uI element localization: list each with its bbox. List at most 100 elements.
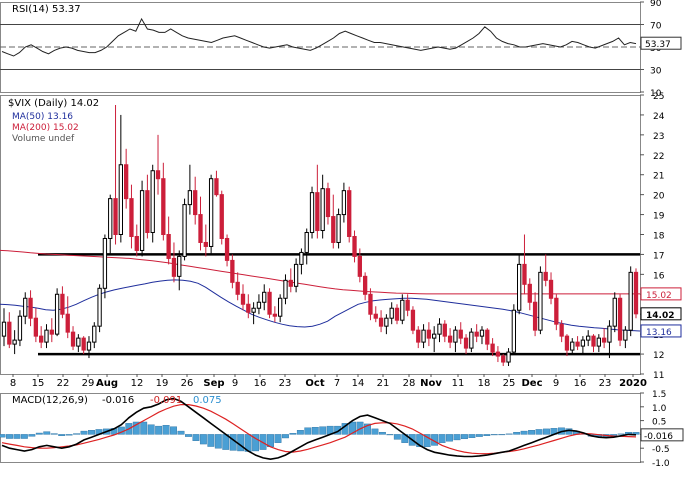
macd-histogram-bar (20, 434, 28, 439)
rsi-tick-label: 10 (650, 89, 662, 99)
candle-body (267, 291, 272, 315)
price-panel: 11121314151617181920212223242515.0214.02… (0, 92, 682, 381)
macd-histogram-bar (334, 425, 342, 435)
x-tick-label: 21 (377, 378, 390, 389)
candle-body (262, 291, 267, 303)
candle-body (623, 329, 628, 341)
candle-body (612, 297, 617, 327)
macd-histogram-bar (617, 433, 625, 435)
x-tick-label: 22 (57, 378, 70, 389)
candle-body (304, 232, 309, 253)
macd-histogram-bar (543, 428, 550, 435)
macd-histogram-bar (199, 434, 207, 445)
candle-body (246, 303, 251, 313)
price-legend-volume: Volume undef (12, 134, 75, 144)
candle-body (145, 190, 150, 234)
candle-body (198, 214, 203, 243)
candle-body (522, 263, 527, 285)
candle-body (7, 321, 12, 345)
macd-histogram-bar (513, 431, 521, 435)
macd-panel: -1.0-0.50.00.51.01.5-0.016 (0, 390, 684, 469)
macd-histogram-bar (364, 423, 371, 435)
price-tick-label: 16 (653, 271, 665, 281)
candle-body (230, 259, 235, 283)
candle-body (166, 234, 171, 259)
macd-histogram-bar (520, 430, 528, 435)
macd-histogram-bar (371, 428, 379, 435)
x-tick-label: 2020 (619, 378, 647, 389)
x-tick-label: Oct (305, 378, 324, 389)
candle-body (389, 307, 394, 319)
macd-histogram-bar (416, 434, 424, 448)
candle-body (469, 331, 474, 349)
price-tick-label: 25 (653, 92, 664, 102)
x-tick-label: 15 (32, 378, 45, 389)
candle-body (139, 190, 145, 251)
macd-histogram-bar (490, 434, 498, 436)
candle-body (33, 317, 39, 337)
macd-histogram-bar (438, 434, 446, 443)
candle-body (299, 251, 304, 265)
x-tick-label: Dec (521, 378, 542, 389)
price-tick-label: 12 (653, 351, 664, 361)
candle-body (315, 192, 320, 232)
x-tick-label: 29 (82, 378, 95, 389)
x-tick-label: 11 (452, 378, 465, 389)
candle-body (76, 337, 81, 347)
macd-histogram-bar (498, 434, 506, 436)
candle-body (400, 299, 405, 321)
price-tick-label: 19 (653, 212, 665, 222)
x-tick-label: 16 (254, 378, 267, 389)
rsi-line (1, 17, 637, 57)
macd-tick-label: 1.0 (652, 404, 667, 414)
x-tick-label: Sep (203, 378, 224, 389)
candle-body (92, 325, 97, 343)
candle-body (150, 170, 155, 234)
candle-body (272, 313, 278, 317)
x-tick-label: 12 (131, 378, 144, 389)
candle-body (437, 323, 442, 335)
rsi-tick-label: 30 (650, 67, 662, 77)
macd-histogram-bar (296, 430, 304, 435)
macd-histogram-bar (132, 421, 140, 435)
x-tick-label: 25 (503, 378, 516, 389)
x-axis: 8 15 22 29 Aug 12 19 26 Sep 9 16 23 Oct 7 14 21 28 Nov 11 1… (10, 374, 647, 389)
macd-histogram-bar (207, 434, 215, 447)
x-tick-label: 14 (352, 378, 365, 389)
price-tick-label: 17 (653, 251, 664, 261)
x-tick-label: 26 (181, 378, 194, 389)
candle-body (39, 335, 44, 343)
macd-histogram-bar (274, 434, 282, 443)
candle-body (532, 301, 538, 331)
macd-histogram-bar (289, 433, 297, 435)
candle-body (554, 297, 559, 325)
candle-body (65, 313, 70, 333)
candle-body (123, 164, 129, 200)
candle-body (208, 178, 214, 247)
macd-histogram-bar (237, 434, 245, 452)
candle-body (564, 335, 570, 351)
candle-body (628, 271, 633, 331)
candle-body (357, 255, 362, 277)
macd-histogram-bar (170, 426, 177, 435)
price-tick-label: 23 (653, 132, 664, 142)
macd-tick-label: 0.5 (652, 418, 666, 428)
candle-body (171, 257, 177, 277)
candle-body (548, 279, 554, 299)
candle-body (278, 297, 283, 317)
candle-body (352, 235, 357, 257)
candle-body (17, 315, 23, 341)
x-tick-label: 7 (334, 378, 340, 389)
candle-body (108, 198, 113, 239)
candle-body (432, 333, 437, 339)
candle-body (54, 293, 60, 335)
x-tick-label: 8 (10, 378, 16, 389)
macd-histogram-bar (0, 434, 6, 438)
macd-tick-label: -1.0 (652, 459, 670, 469)
x-tick-label: 9 (553, 378, 559, 389)
candle-body (511, 309, 517, 353)
candle-body (320, 188, 325, 232)
x-tick-label: 19 (156, 378, 169, 389)
